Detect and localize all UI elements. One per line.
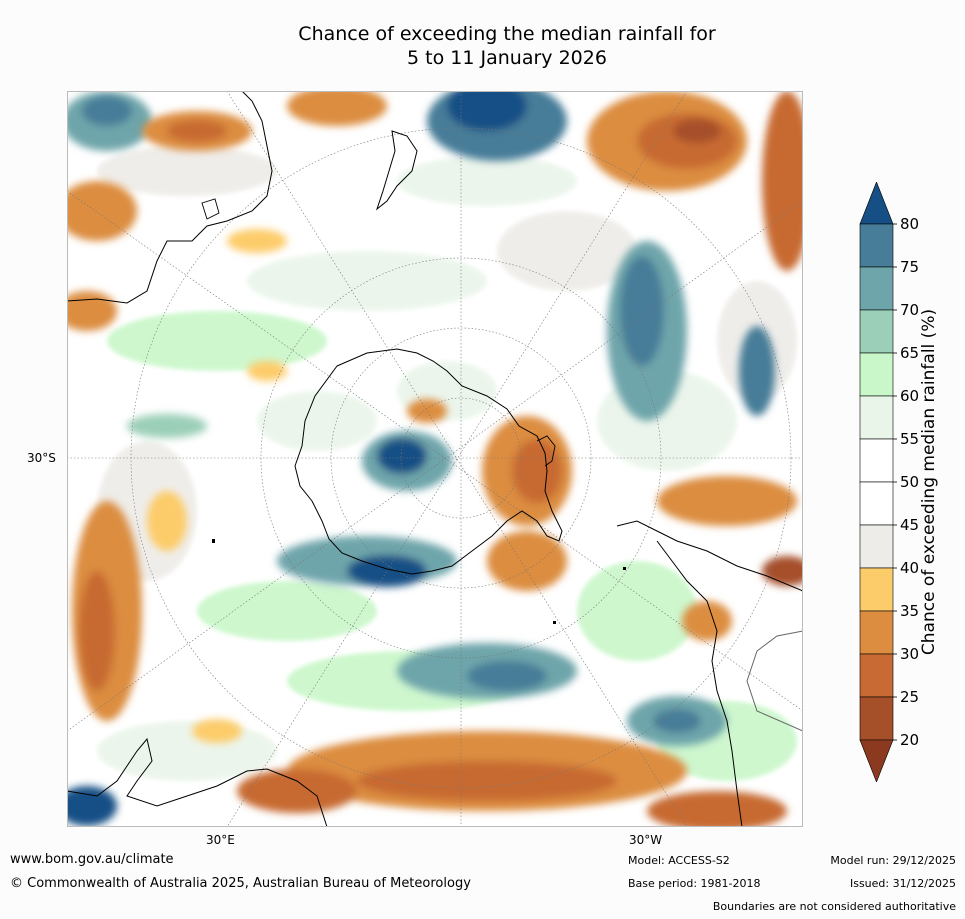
map-title: Chance of exceeding the median rainfall …: [0, 22, 965, 70]
disclaimer-text: Boundaries are not considered authoritat…: [712, 900, 956, 913]
colorbar-tick-label: 60: [900, 387, 919, 405]
island-3: [623, 567, 626, 570]
colorbar-graphic: 20 25 30 35 40 45 50 55 60 65 70 75 80: [859, 181, 919, 783]
colorbar-tick-label: 55: [900, 430, 919, 448]
colorbar-tick-label: 30: [900, 645, 919, 663]
south-america-west-coast: [656, 540, 743, 827]
colorbar-tick-label: 35: [900, 602, 919, 620]
antarctica-coastline: [294, 348, 563, 575]
model-text: Model: ACCESS-S2: [628, 854, 730, 867]
copyright-text: © Commonwealth of Australia 2025, Austra…: [10, 876, 471, 891]
dry-zones: [67, 91, 803, 827]
colorbar-segment: [859, 610, 894, 655]
island-2: [553, 621, 556, 624]
colorbar-tick-label: 20: [900, 731, 919, 749]
issued-text: Issued: 31/12/2025: [849, 877, 956, 890]
lat-label-30s: 30°S: [27, 451, 56, 465]
new-zealand: [375, 130, 418, 211]
colorbar-segment: [859, 309, 894, 354]
australia-coastline: [67, 91, 273, 304]
colorbar-tick-label: 40: [900, 559, 919, 577]
colorbar-segment: [859, 266, 894, 311]
base-period-text: Base period: 1981-2018: [628, 877, 761, 890]
lon-label-30w: 30°W: [629, 833, 663, 847]
colorbar-tick-label: 25: [900, 688, 919, 706]
colorbar-segment: [859, 653, 894, 698]
colorbar-segment: [859, 352, 894, 397]
south-america-east-coast: [746, 630, 803, 732]
colorbar-segment: [859, 524, 894, 569]
island-1: [212, 539, 215, 543]
title-line-1: Chance of exceeding the median rainfall …: [298, 23, 716, 45]
colorbar-segment: [859, 395, 894, 440]
colorbar: 20 25 30 35 40 45 50 55 60 65 70 75 80: [858, 181, 965, 783]
colorbar-segment: [859, 481, 894, 526]
lon-label-30e: 30°E: [206, 833, 235, 847]
colorbar-over-triangle: [859, 181, 894, 225]
africa-coastline: [67, 737, 328, 827]
model-run-text: Model run: 29/12/2025: [830, 854, 956, 867]
south-america-coastline: [616, 520, 803, 592]
graticule: [67, 91, 803, 827]
colorbar-tick-label: 80: [900, 215, 919, 233]
colorbar-segment: [859, 567, 894, 612]
colorbar-under-triangle: [859, 739, 894, 783]
colorbar-tick-label: 65: [900, 344, 919, 362]
colorbar-segment: [859, 696, 894, 741]
tasmania: [201, 198, 220, 220]
colorbar-tick-label: 45: [900, 516, 919, 534]
antarctic-peninsula: [536, 435, 556, 467]
colorbar-title: Chance of exceeding median rainfall (%): [919, 308, 939, 656]
colorbar-tick-label: 50: [900, 473, 919, 491]
colorbar-tick-label: 70: [900, 301, 919, 319]
title-line-2: 5 to 11 January 2026: [407, 47, 607, 69]
colorbar-segment: [859, 438, 894, 483]
colorbar-segment: [859, 223, 894, 268]
rainfall-map: [67, 91, 803, 827]
map-graphic: [67, 91, 803, 827]
website-text: www.bom.gov.au/climate: [10, 852, 174, 867]
colorbar-tick-label: 75: [900, 258, 919, 276]
